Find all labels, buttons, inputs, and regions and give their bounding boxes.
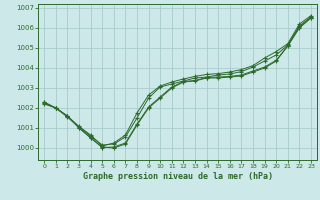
X-axis label: Graphe pression niveau de la mer (hPa): Graphe pression niveau de la mer (hPa) (83, 172, 273, 181)
